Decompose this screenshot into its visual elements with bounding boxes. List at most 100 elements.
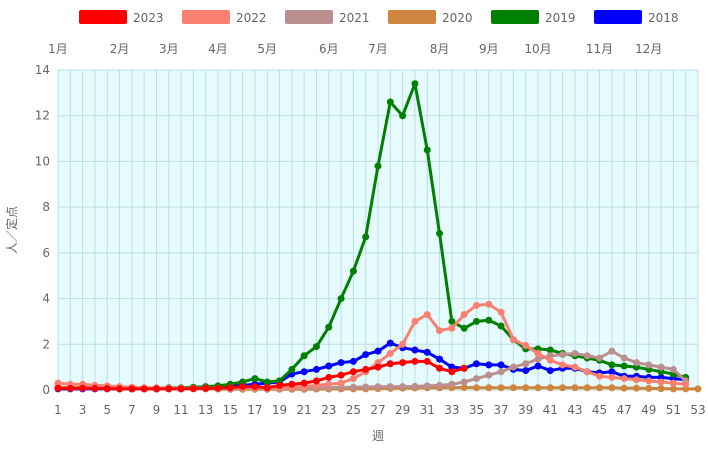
- data-point[interactable]: [669, 379, 677, 387]
- data-point[interactable]: [411, 357, 419, 365]
- data-point[interactable]: [399, 359, 407, 367]
- data-point[interactable]: [399, 340, 407, 348]
- data-point[interactable]: [460, 311, 468, 319]
- data-point[interactable]: [226, 384, 234, 392]
- data-point[interactable]: [312, 343, 320, 351]
- data-point[interactable]: [472, 317, 480, 325]
- data-point[interactable]: [337, 371, 345, 379]
- data-point[interactable]: [423, 146, 431, 154]
- data-point[interactable]: [239, 383, 247, 391]
- data-point[interactable]: [288, 380, 296, 388]
- data-point[interactable]: [386, 383, 394, 391]
- data-point[interactable]: [472, 384, 480, 392]
- data-point[interactable]: [374, 162, 382, 170]
- data-point[interactable]: [202, 384, 210, 392]
- data-point[interactable]: [497, 322, 505, 330]
- data-point[interactable]: [448, 324, 456, 332]
- data-point[interactable]: [251, 383, 259, 391]
- data-point[interactable]: [362, 233, 370, 241]
- data-point[interactable]: [300, 352, 308, 360]
- data-point[interactable]: [349, 357, 357, 365]
- data-point[interactable]: [349, 267, 357, 275]
- data-point[interactable]: [411, 382, 419, 390]
- data-point[interactable]: [288, 365, 296, 373]
- data-point[interactable]: [534, 384, 542, 392]
- data-point[interactable]: [485, 316, 493, 324]
- data-point[interactable]: [263, 378, 271, 386]
- data-point[interactable]: [534, 355, 542, 363]
- data-point[interactable]: [399, 112, 407, 120]
- data-point[interactable]: [423, 348, 431, 356]
- data-point[interactable]: [448, 368, 456, 376]
- data-point[interactable]: [312, 377, 320, 385]
- data-point[interactable]: [177, 385, 185, 393]
- data-point[interactable]: [325, 323, 333, 331]
- data-point[interactable]: [374, 363, 382, 371]
- data-point[interactable]: [596, 372, 604, 380]
- data-point[interactable]: [386, 349, 394, 357]
- data-point[interactable]: [657, 378, 665, 386]
- data-point[interactable]: [165, 385, 173, 393]
- data-point[interactable]: [608, 361, 616, 369]
- data-point[interactable]: [534, 349, 542, 357]
- data-point[interactable]: [522, 367, 530, 375]
- data-point[interactable]: [54, 384, 62, 392]
- data-point[interactable]: [362, 365, 370, 373]
- data-point[interactable]: [374, 383, 382, 391]
- legend-item-2023[interactable]: 2023: [79, 10, 164, 25]
- data-point[interactable]: [337, 379, 345, 387]
- data-point[interactable]: [682, 380, 690, 388]
- data-point[interactable]: [620, 384, 628, 392]
- data-point[interactable]: [534, 362, 542, 370]
- data-point[interactable]: [189, 385, 197, 393]
- data-point[interactable]: [645, 361, 653, 369]
- data-point[interactable]: [448, 380, 456, 388]
- data-point[interactable]: [497, 308, 505, 316]
- data-point[interactable]: [300, 368, 308, 376]
- data-point[interactable]: [472, 375, 480, 383]
- data-point[interactable]: [509, 336, 517, 344]
- data-point[interactable]: [116, 385, 124, 393]
- data-point[interactable]: [608, 384, 616, 392]
- data-point[interactable]: [596, 354, 604, 362]
- data-point[interactable]: [559, 351, 567, 359]
- data-point[interactable]: [91, 384, 99, 392]
- data-point[interactable]: [645, 384, 653, 392]
- data-point[interactable]: [152, 385, 160, 393]
- data-point[interactable]: [325, 373, 333, 381]
- legend-item-2019[interactable]: 2019: [491, 10, 576, 25]
- data-point[interactable]: [571, 363, 579, 371]
- data-point[interactable]: [522, 360, 530, 368]
- data-point[interactable]: [620, 354, 628, 362]
- legend-item-2021[interactable]: 2021: [285, 10, 370, 25]
- data-point[interactable]: [362, 383, 370, 391]
- data-point[interactable]: [436, 355, 444, 363]
- data-point[interactable]: [386, 339, 394, 347]
- data-point[interactable]: [546, 346, 554, 354]
- data-point[interactable]: [571, 384, 579, 392]
- data-point[interactable]: [337, 359, 345, 367]
- data-point[interactable]: [251, 375, 259, 383]
- data-point[interactable]: [497, 384, 505, 392]
- data-point[interactable]: [411, 317, 419, 325]
- data-point[interactable]: [522, 384, 530, 392]
- data-point[interactable]: [485, 300, 493, 308]
- data-point[interactable]: [620, 362, 628, 370]
- data-point[interactable]: [386, 98, 394, 106]
- data-point[interactable]: [608, 368, 616, 376]
- data-point[interactable]: [214, 384, 222, 392]
- data-point[interactable]: [620, 375, 628, 383]
- data-point[interactable]: [423, 382, 431, 390]
- data-point[interactable]: [694, 385, 702, 393]
- data-point[interactable]: [485, 361, 493, 369]
- data-point[interactable]: [608, 347, 616, 355]
- data-point[interactable]: [632, 359, 640, 367]
- data-point[interactable]: [460, 383, 468, 391]
- data-point[interactable]: [485, 371, 493, 379]
- data-point[interactable]: [669, 365, 677, 373]
- data-point[interactable]: [362, 351, 370, 359]
- data-point[interactable]: [300, 379, 308, 387]
- data-point[interactable]: [411, 346, 419, 354]
- data-point[interactable]: [79, 384, 87, 392]
- data-point[interactable]: [460, 324, 468, 332]
